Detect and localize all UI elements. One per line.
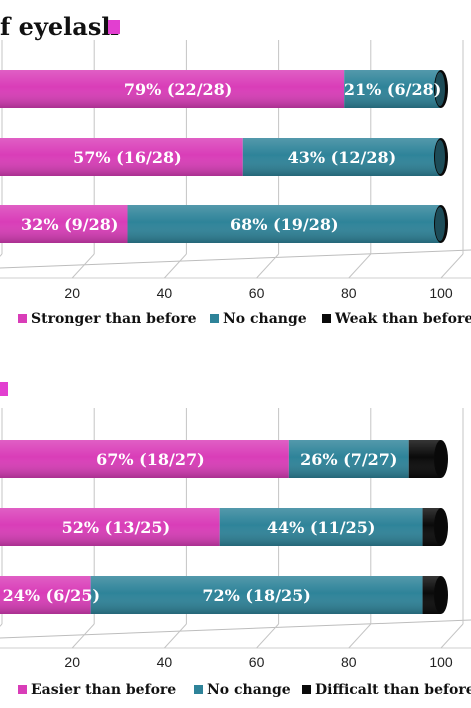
chart2-bar-1-end-face [435, 442, 445, 476]
chart1-bar-1-segment-2 [344, 70, 441, 108]
chart1-legend: Stronger than before No change Weak than b… [18, 311, 471, 327]
chart2-bar-1-segment-1 [0, 440, 289, 478]
chart1-gridline-floor [348, 253, 372, 279]
chart1-bar-3-segment-1 [0, 205, 128, 243]
bar-segment-shade [0, 70, 345, 108]
chart1-title-group: f eyelash [0, 12, 120, 41]
chart1-data-label: 21% (6/28) [344, 80, 441, 99]
chart2-legend: Easier than before No change Difficalt tha… [18, 682, 471, 698]
legend-swatch [322, 314, 331, 323]
chart2-x-tick-label: 60 [249, 654, 265, 670]
chart2-data-label: 72% (18/25) [202, 586, 311, 605]
chart2-x-tick-label: 80 [341, 654, 357, 670]
chart2-bars: 67% (18/27) 26% (7/27) 52% (13/25) 44% (11/… [0, 440, 448, 614]
chart2-bar-2-segment-2 [219, 508, 423, 546]
bar-segment-shade [0, 508, 220, 546]
legend-swatch [210, 314, 219, 323]
chart-eyelash-strength: f eyelash 79% (22/28) 21% (6/28) 57% (16/2… [0, 12, 471, 327]
chart2-gridline-floor [0, 623, 3, 627]
chart-second: 67% (18/27) 26% (7/27) 52% (13/25) 44% (11/… [0, 382, 471, 698]
chart2-gridline-floor [164, 623, 187, 649]
chart2-x-tick-label: 20 [64, 654, 80, 670]
chart2-x-tick-label: 100 [429, 654, 453, 670]
chart2-gridline-floor [348, 623, 372, 649]
chart1-title: f eyelash [0, 12, 119, 41]
legend-label: Easier than before [31, 682, 176, 698]
legend-label: Weak than before [334, 311, 471, 327]
bar-segment-shade [242, 138, 441, 176]
bar-segment-shade [288, 440, 409, 478]
bar-segment-shade [219, 508, 423, 546]
chart1-x-ticks: 20 40 60 80 100 [64, 285, 452, 301]
chart2-data-label: 67% (18/27) [96, 450, 205, 469]
chart1-gridline-floor [0, 253, 3, 257]
chart1-bar-1-segment-1 [0, 70, 345, 108]
chart1-gridline-floor [164, 253, 187, 279]
bar-segment-shade [127, 205, 442, 243]
chart2-x-tick-label: 40 [157, 654, 173, 670]
chart2-gridline-floor [71, 623, 95, 649]
chart1-x-tick-label: 40 [157, 285, 173, 301]
bar-segment-shade [344, 70, 441, 108]
chart2-x-ticks: 20 40 60 80 100 [64, 654, 452, 670]
legend-swatch [194, 685, 203, 694]
chart2-bar-3-segment-1 [0, 576, 91, 614]
chart2-bar-3-end-face [435, 578, 445, 612]
chart1-title-marker [108, 20, 120, 34]
legend-swatch [18, 314, 27, 323]
chart1-legend-item: No change [210, 311, 307, 327]
bar-segment-shade [0, 205, 128, 243]
chart1-x-tick-label: 20 [64, 285, 80, 301]
chart2-floor-line [0, 619, 471, 639]
chart1-legend-item: Stronger than before [18, 311, 197, 327]
chart2-bar-1-segment-2 [288, 440, 409, 478]
chart2-gridline-floor [256, 623, 279, 649]
chart1-x-tick-label: 80 [341, 285, 357, 301]
chart2-bar-3-segment-2 [90, 576, 423, 614]
chart1-bars: 79% (22/28) 21% (6/28) 57% (16/28) 43% (12/… [0, 70, 448, 243]
chart1-data-label: 68% (19/28) [230, 215, 339, 234]
legend-label: Stronger than before [31, 311, 197, 327]
chart1-bar-2-segment-2 [242, 138, 441, 176]
chart1-data-label: 43% (12/28) [288, 148, 397, 167]
chart2-bar-2-end-face [435, 510, 445, 544]
chart2-bar-2-segment-1 [0, 508, 220, 546]
chart2-data-label: 44% (11/25) [267, 518, 376, 537]
bar-segment-shade [0, 440, 289, 478]
bar-segment-shade [0, 576, 91, 614]
chart2-data-label: 52% (13/25) [62, 518, 171, 537]
chart2-data-label: 26% (7/27) [300, 450, 397, 469]
chart2-title-marker [0, 382, 8, 396]
legend-swatch [18, 685, 27, 694]
chart1-floor-line [0, 249, 471, 269]
chart1-bar-2-segment-1 [0, 138, 243, 176]
chart2-gridline-floor [440, 623, 464, 649]
chart1-x-tick-label: 100 [429, 285, 453, 301]
chart1-data-label: 32% (9/28) [21, 215, 118, 234]
legend-label: No change [207, 682, 291, 698]
chart1-bar-1-end-face [435, 72, 445, 106]
chart1-gridline-floor [71, 253, 95, 279]
chart1-gridline-floor [440, 253, 464, 279]
chart2-legend-item: Easier than before [18, 682, 176, 698]
chart1-bar-2-end-face [435, 140, 445, 174]
chart1-gridline-floor [256, 253, 279, 279]
chart2-legend-item: Difficalt than before [302, 682, 471, 698]
chart1-data-label: 79% (22/28) [124, 80, 233, 99]
legend-label: Difficalt than before [315, 682, 471, 698]
bar-segment-shade [90, 576, 423, 614]
chart2-data-label: 24% (6/25) [3, 586, 100, 605]
chart1-x-tick-label: 60 [249, 285, 265, 301]
bar-segment-shade [0, 138, 243, 176]
chart1-bar-3-end-face [435, 207, 445, 241]
legend-swatch [302, 685, 311, 694]
chart1-bar-3-segment-2 [127, 205, 442, 243]
chart1-data-label: 57% (16/28) [73, 148, 182, 167]
chart1-legend-item: Weak than before [322, 311, 471, 327]
legend-label: No change [223, 311, 307, 327]
chart2-legend-item: No change [194, 682, 291, 698]
